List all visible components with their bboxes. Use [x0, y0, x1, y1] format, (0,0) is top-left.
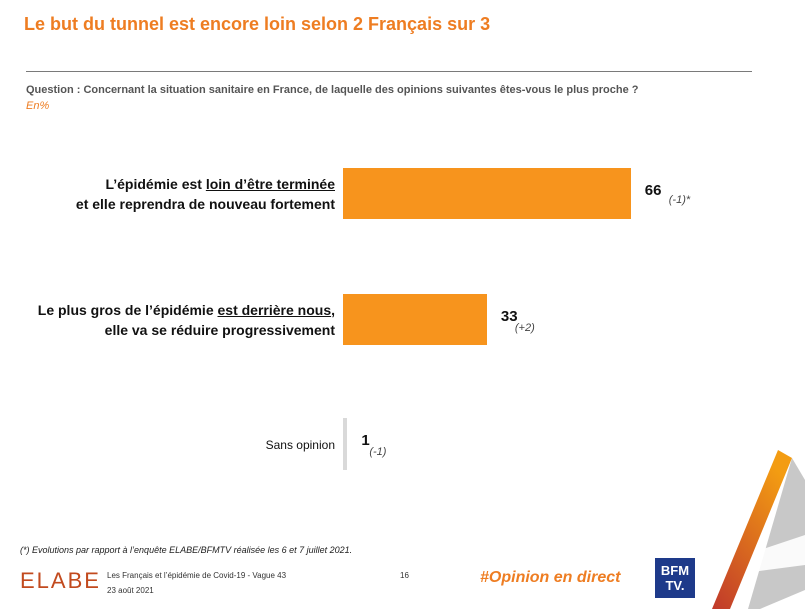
evolution-label-3: (-1) [369, 446, 387, 458]
value-label-3: 1 [361, 432, 370, 449]
category-label-2: Le plus gros de l’épidémie est derrière … [37, 302, 335, 338]
source-date: 23 août 2021 [107, 586, 154, 595]
bfmtv-logo-line2: TV. [665, 578, 685, 593]
value-label-1: 66 [644, 181, 662, 199]
unit-label: En% [26, 100, 50, 112]
evolution-label-2: (+2) [514, 321, 535, 334]
bfmtv-logo-line1: BFM [660, 563, 690, 578]
footnote: (*) Evolutions par rapport à l’enquête E… [20, 545, 353, 555]
category-label-1: L’épidémie est loin d’être terminée et e… [75, 176, 335, 212]
title-divider [26, 71, 752, 72]
page-title: Le but du tunnel est encore loin selon 2… [24, 14, 491, 34]
bar-3 [343, 418, 348, 470]
page-number: 16 [400, 571, 409, 580]
category-label-3: Sans opinion [265, 438, 335, 452]
bar-2 [343, 294, 487, 345]
hashtag: #Opinion en direct [480, 569, 621, 586]
survey-question: Question : Concernant la situation sanit… [26, 84, 639, 96]
elabe-logo: ELABE [20, 568, 101, 593]
decorative-triangle-logo [712, 450, 805, 609]
value-label-2: 33 [500, 307, 518, 325]
source-line-1: Les Français et l’épidémie de Covid-19 -… [107, 571, 287, 580]
evolution-label-1: (-1)* [668, 193, 691, 206]
bar-1 [343, 168, 631, 219]
bfmtv-logo: BFM TV. [655, 558, 695, 598]
